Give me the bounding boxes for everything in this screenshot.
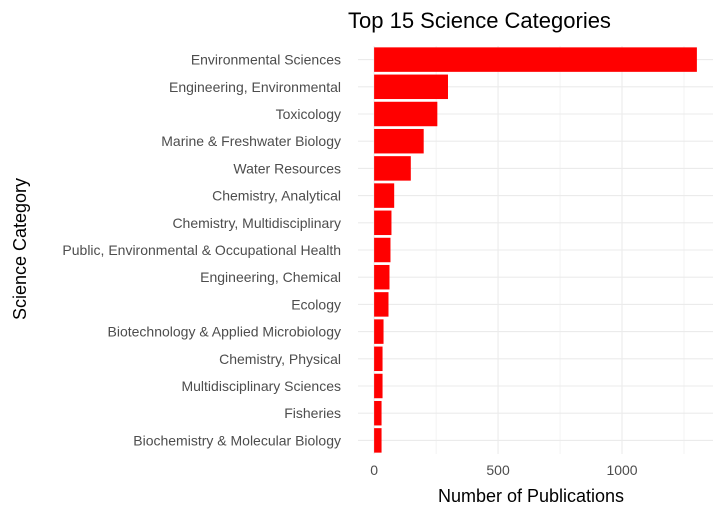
y-tick-label: Chemistry, Physical [219,351,341,367]
x-axis-title: Number of Publications [438,486,624,506]
bar [374,264,390,290]
bar [374,319,384,344]
y-tick-label: Multidisciplinary Sciences [181,378,341,394]
bar [374,346,383,372]
y-tick-label: Chemistry, Multidisciplinary [172,215,341,231]
bar [374,128,424,154]
y-tick-label: Toxicology [276,106,341,122]
bar [374,292,389,317]
y-tick-label: Water Resources [233,160,341,176]
bar [374,428,382,453]
y-tick-label: Marine & Freshwater Biology [161,133,341,149]
bar [374,156,411,181]
y-tick-label: Ecology [291,296,341,312]
bar [374,237,391,263]
y-tick-label: Biochemistry & Molecular Biology [133,432,341,448]
y-tick-labels: Environmental Sciences Engineering, Envir… [62,52,341,449]
bars [374,47,697,453]
bar [374,47,697,72]
y-axis-title: Science Category [10,178,30,320]
y-tick-label: Chemistry, Analytical [212,188,341,204]
x-tick-label: 0 [370,462,378,478]
y-tick-label: Engineering, Chemical [200,269,341,285]
y-tick-label: Public, Environmental & Occupational Hea… [62,242,341,258]
bar [374,210,392,236]
bar [374,400,382,426]
x-tick-labels: 0 500 1000 [370,462,638,478]
bar [374,74,448,100]
y-tick-label: Fisheries [284,405,341,421]
gridlines [358,46,713,454]
bar [374,101,438,127]
chart-title: Top 15 Science Categories [348,8,611,33]
y-tick-label: Engineering, Environmental [169,79,341,95]
y-tick-label: Biotechnology & Applied Microbiology [108,324,341,340]
x-tick-label: 500 [486,462,510,478]
y-tick-label: Environmental Sciences [191,52,341,68]
bar [374,373,383,399]
x-tick-label: 1000 [606,462,637,478]
bar [374,183,395,208]
